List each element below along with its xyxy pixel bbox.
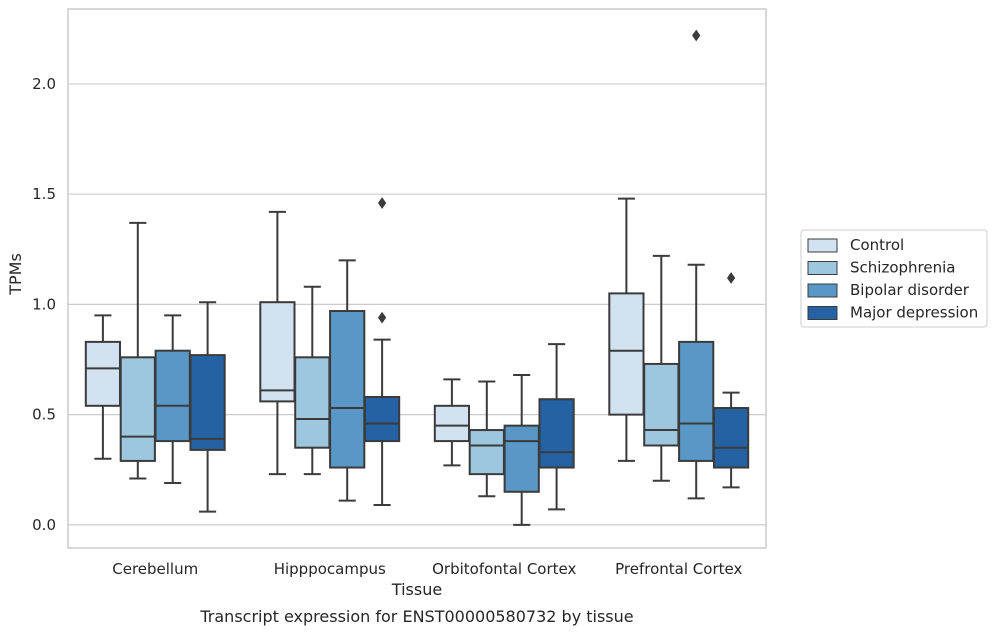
box-1-3 (435, 379, 469, 465)
box-body (86, 342, 120, 406)
chart-caption: Transcript expression for ENST0000058073… (199, 607, 633, 626)
box-3-2 (330, 260, 364, 500)
legend-label: Schizophrenia (850, 259, 955, 277)
box-4-1 (190, 302, 224, 511)
box-body (435, 406, 469, 441)
legend-swatch (808, 262, 837, 275)
box-4-3 (539, 344, 573, 509)
box-2-4 (644, 256, 678, 481)
y-tick-label: 1.5 (32, 185, 56, 203)
box-1-4 (609, 199, 643, 461)
y-tick-label: 1.0 (32, 295, 56, 313)
outlier-point (379, 198, 386, 208)
outlier-point (379, 313, 386, 323)
x-tick-label: Orbitofontal Cortex (432, 560, 576, 578)
x-tick-label: Hipppocampus (274, 560, 386, 578)
legend-label: Bipolar disorder (850, 281, 970, 299)
box-3-4 (679, 30, 713, 498)
box-body (295, 357, 329, 447)
box-1-2 (260, 212, 294, 474)
box-4-2 (365, 198, 399, 505)
box-body (260, 302, 294, 401)
outlier-point (728, 273, 735, 283)
x-tick-labels: Cerebellum Hipppocampus Orbitofontal Corte… (112, 560, 742, 578)
box-3-3 (505, 375, 539, 525)
box-body (679, 342, 713, 461)
y-axis-label: TPMs (6, 253, 25, 296)
legend-label: Control (850, 236, 904, 254)
box-2-1 (121, 223, 155, 479)
x-tick-label: Prefrontal Cortex (615, 560, 742, 578)
y-tick-label: 0.5 (32, 406, 56, 424)
box-plot-chart: 0.0 0.5 1.0 1.5 2.0 Cerebellum Hipppocampus Or… (0, 0, 997, 634)
box-body (539, 399, 573, 467)
box-2-2 (295, 287, 329, 474)
outlier-point (693, 30, 700, 40)
y-tick-labels: 0.0 0.5 1.0 1.5 2.0 (32, 75, 56, 534)
box-plot-marks (86, 30, 748, 524)
y-tick-label: 2.0 (32, 75, 56, 93)
box-body (365, 397, 399, 441)
box-body (505, 426, 539, 492)
box-3-1 (156, 315, 190, 483)
box-body (330, 311, 364, 468)
box-body (190, 355, 224, 450)
box-4-4 (714, 273, 748, 487)
box-body (609, 293, 643, 414)
box-body (714, 408, 748, 468)
box-body (470, 430, 504, 474)
box-2-3 (470, 382, 504, 497)
y-tick-label: 0.0 (32, 516, 56, 534)
x-tick-label: Cerebellum (112, 560, 198, 578)
box-1-1 (86, 315, 120, 458)
x-axis-label: Tissue (391, 580, 442, 599)
box-body (644, 364, 678, 446)
legend-swatch (808, 307, 837, 320)
box-body (121, 357, 155, 461)
legend-label: Major depression (850, 304, 978, 322)
legend: Control Schizophrenia Bipolar disorder Majo… (801, 230, 987, 327)
legend-swatch (808, 239, 837, 252)
legend-swatch (808, 284, 837, 297)
box-body (156, 351, 190, 441)
